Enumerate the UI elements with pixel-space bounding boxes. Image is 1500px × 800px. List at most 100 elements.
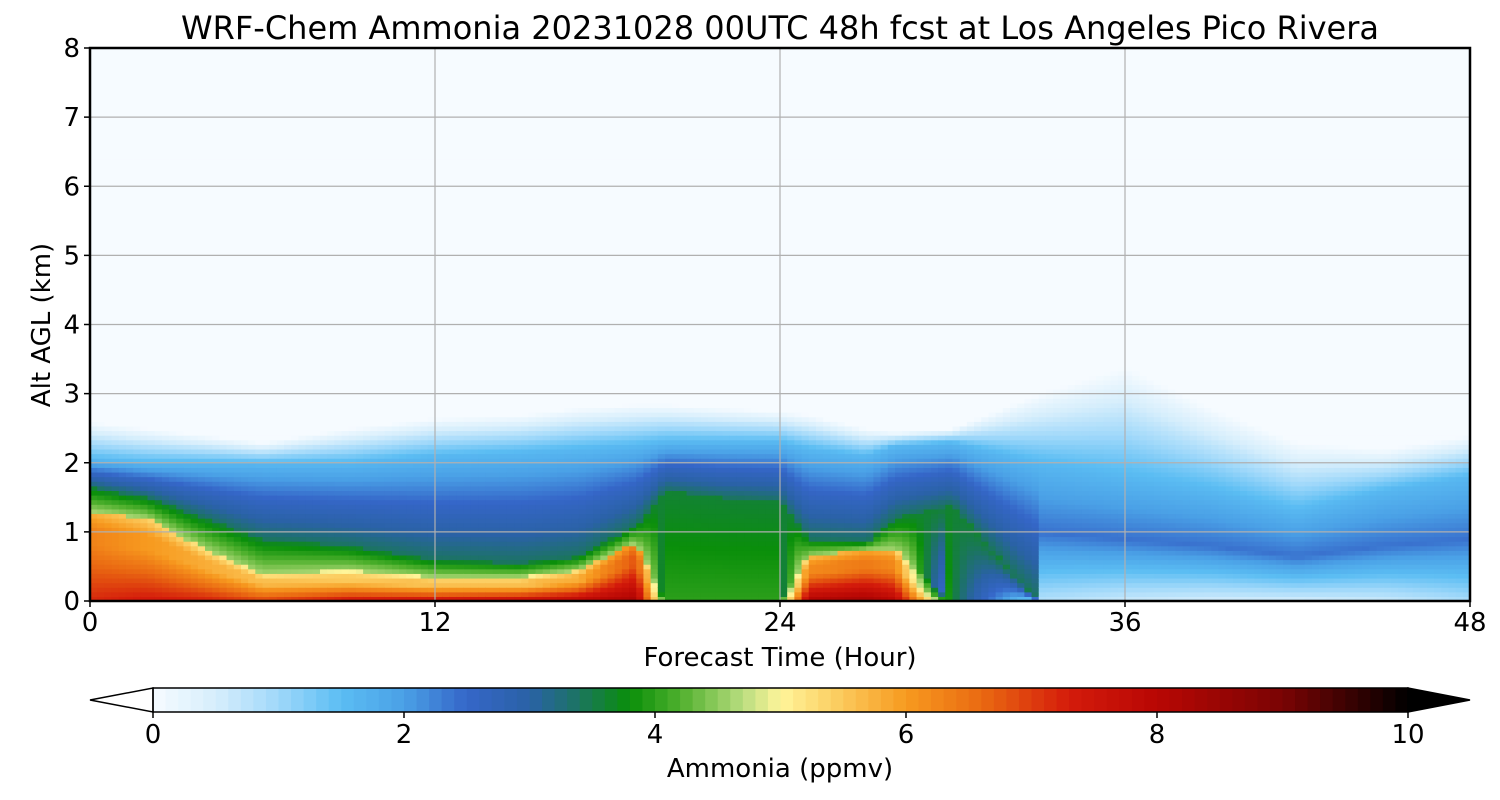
heatmap-cell xyxy=(255,66,263,71)
heatmap-cell xyxy=(291,325,299,330)
heatmap-cell xyxy=(306,219,314,224)
heatmap-cell xyxy=(370,371,378,376)
heatmap-cell xyxy=(112,569,120,574)
heatmap-cell xyxy=(112,329,120,334)
heatmap-cell xyxy=(342,366,350,371)
heatmap-cell xyxy=(126,288,134,293)
heatmap-cell xyxy=(104,495,112,500)
heatmap-cell xyxy=(291,357,299,362)
heatmap-cell xyxy=(198,57,206,62)
heatmap-cell xyxy=(291,232,299,237)
heatmap-cell xyxy=(119,325,127,330)
heatmap-cell xyxy=(255,94,263,99)
heatmap-cell xyxy=(148,384,156,389)
heatmap-cell xyxy=(198,53,206,58)
heatmap-cell xyxy=(155,343,163,348)
heatmap-cell xyxy=(169,440,177,445)
heatmap-cell xyxy=(370,587,378,592)
heatmap-cell xyxy=(148,348,156,353)
heatmap-cell xyxy=(313,131,321,136)
heatmap-cell xyxy=(140,283,148,288)
heatmap-cell xyxy=(212,467,220,472)
heatmap-cell xyxy=(327,53,335,58)
heatmap-cell xyxy=(227,477,235,482)
heatmap-cell xyxy=(263,417,271,422)
heatmap-cell xyxy=(119,85,127,90)
heatmap-cell xyxy=(191,255,199,260)
heatmap-cell xyxy=(334,103,342,108)
heatmap-cell xyxy=(176,371,184,376)
heatmap-cell xyxy=(234,177,242,182)
heatmap-cell xyxy=(363,472,371,477)
heatmap-cell xyxy=(234,315,242,320)
heatmap-cell xyxy=(140,237,148,242)
heatmap-cell xyxy=(291,85,299,90)
heatmap-cell xyxy=(234,136,242,141)
heatmap-cell xyxy=(205,412,213,417)
heatmap-cell xyxy=(255,403,263,408)
heatmap-cell xyxy=(291,149,299,154)
heatmap-cell xyxy=(263,371,271,376)
heatmap-cell xyxy=(284,426,292,431)
heatmap-cell xyxy=(306,85,314,90)
heatmap-cell xyxy=(97,274,105,279)
heatmap-cell xyxy=(212,163,220,168)
heatmap-cell xyxy=(313,550,321,555)
heatmap-cell xyxy=(277,168,285,173)
heatmap-cell xyxy=(219,583,227,588)
heatmap-cell xyxy=(126,430,134,435)
heatmap-cell xyxy=(378,472,386,477)
heatmap-cell xyxy=(227,242,235,247)
heatmap-cell xyxy=(327,214,335,219)
heatmap-cell xyxy=(320,195,328,200)
heatmap-cell xyxy=(363,560,371,565)
heatmap-cell xyxy=(219,541,227,546)
heatmap-cell xyxy=(162,62,170,67)
heatmap-cell xyxy=(148,490,156,495)
heatmap-cell xyxy=(291,103,299,108)
heatmap-cell xyxy=(234,260,242,265)
heatmap-cell xyxy=(183,334,191,339)
heatmap-cell xyxy=(155,444,163,449)
heatmap-cell xyxy=(112,260,120,265)
heatmap-cell xyxy=(119,421,127,426)
heatmap-cell xyxy=(104,274,112,279)
heatmap-cell xyxy=(169,583,177,588)
heatmap-cell xyxy=(112,564,120,569)
heatmap-cell xyxy=(183,154,191,159)
heatmap-cell xyxy=(320,297,328,302)
heatmap-cell xyxy=(342,407,350,412)
heatmap-cell xyxy=(97,149,105,154)
heatmap-cell xyxy=(191,518,199,523)
heatmap-cell xyxy=(248,481,256,486)
heatmap-cell xyxy=(198,495,206,500)
heatmap-cell xyxy=(320,131,328,136)
heatmap-cell xyxy=(320,357,328,362)
heatmap-cell xyxy=(176,122,184,127)
heatmap-cell xyxy=(327,311,335,316)
heatmap-cell xyxy=(169,444,177,449)
heatmap-cell xyxy=(270,292,278,297)
heatmap-cell xyxy=(234,172,242,177)
heatmap-cell xyxy=(104,329,112,334)
heatmap-cell xyxy=(140,569,148,574)
heatmap-cell xyxy=(183,454,191,459)
heatmap-cell xyxy=(234,421,242,426)
heatmap-cell xyxy=(370,57,378,62)
heatmap-cell xyxy=(241,325,249,330)
heatmap-cell xyxy=(191,509,199,514)
heatmap-cell xyxy=(148,269,156,274)
heatmap-cell xyxy=(112,219,120,224)
heatmap-cell xyxy=(284,587,292,592)
heatmap-cell xyxy=(169,66,177,71)
heatmap-cell xyxy=(306,592,314,597)
heatmap-cell xyxy=(320,66,328,71)
heatmap-cell xyxy=(306,246,314,251)
heatmap-cell xyxy=(385,343,393,348)
heatmap-cell xyxy=(349,430,357,435)
heatmap-cell xyxy=(334,80,342,85)
heatmap-cell xyxy=(277,375,285,380)
heatmap-cell xyxy=(191,269,199,274)
heatmap-cell xyxy=(349,260,357,265)
heatmap-cell xyxy=(334,343,342,348)
